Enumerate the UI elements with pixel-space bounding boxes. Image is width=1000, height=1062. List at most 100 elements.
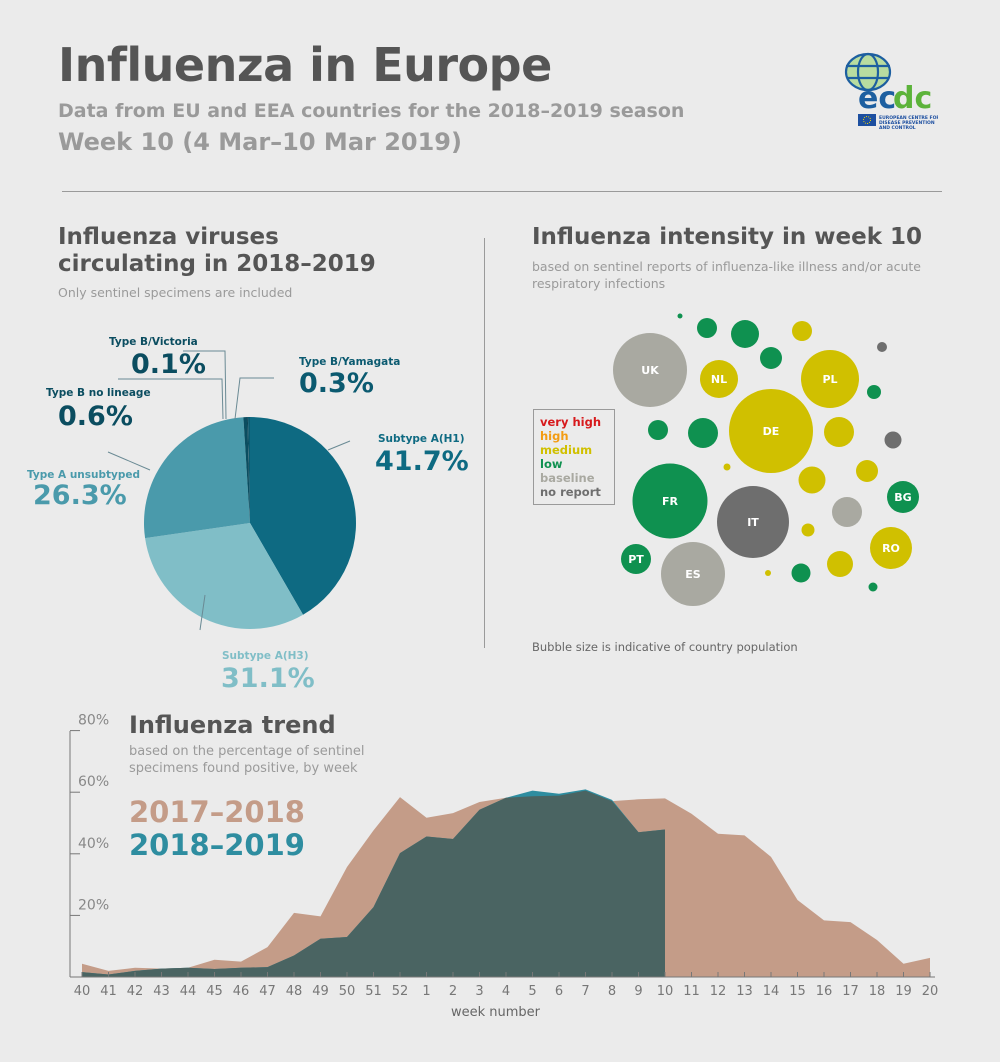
leader-line <box>107 451 151 471</box>
x-tick-label: 16 <box>816 984 833 999</box>
bubble-circle <box>723 463 731 471</box>
bubble-fr: FR <box>632 463 708 539</box>
bubble-circle <box>887 481 919 513</box>
x-tick-label: 48 <box>286 984 303 999</box>
trend-chart: 20%40%60%80%40 41 42 43 44 45 46 47 48 49 50 51 52 1 2… <box>69 713 939 999</box>
bubble-lu: LU <box>723 463 731 471</box>
x-tick-label: 43 <box>153 984 170 999</box>
bubble-is: IS <box>677 313 683 319</box>
header-divider <box>62 191 942 192</box>
bubble-circle <box>827 551 853 577</box>
bubble-de: DE <box>729 389 813 473</box>
value-h3: 31.1% <box>221 663 315 694</box>
legend-high: high <box>540 429 569 443</box>
pie-slice-2 <box>144 417 250 539</box>
bubble-circle <box>856 460 878 482</box>
country-label: DE <box>763 425 780 438</box>
x-tick-label: 12 <box>710 984 727 999</box>
bubble-se: SE <box>731 320 759 348</box>
bubble-cy: CY <box>868 582 878 592</box>
page-subtitle: Data from EU and EEA countries for the 2… <box>58 100 685 122</box>
x-tick-label: 20 <box>922 984 939 999</box>
pie-title: Influenza viruses circulating in 2018–20… <box>58 224 376 277</box>
bubble-circle <box>760 347 782 369</box>
y-tick-label: 40% <box>78 836 109 852</box>
bubble-circle <box>731 320 759 348</box>
country-label: PL <box>822 373 837 386</box>
x-tick-label: 2 <box>449 984 457 999</box>
value-h1: 41.7% <box>375 446 469 477</box>
x-tick-label: 3 <box>475 984 483 999</box>
bubble-footnote: Bubble size is indicative of country pop… <box>532 640 798 654</box>
legend-low: low <box>540 457 563 471</box>
label-victoria: Type B/Victoria <box>109 336 198 348</box>
bubble-pl: PL <box>801 350 859 408</box>
bubble-circle <box>867 385 881 399</box>
x-tick-label: 47 <box>259 984 276 999</box>
bubble-circle <box>700 360 738 398</box>
bubble-ie: IE <box>648 420 668 440</box>
bubble-circle <box>791 563 811 583</box>
bubble-circle <box>648 420 668 440</box>
svg-text:EUROPEAN CENTRE FOR: EUROPEAN CENTRE FOR <box>879 115 938 121</box>
legend-2017-2018: 2017–2018 <box>129 795 305 829</box>
pie-subtitle: Only sentinel specimens are included <box>58 285 293 300</box>
bubble-circle <box>877 342 887 352</box>
x-tick-label: 5 <box>528 984 536 999</box>
country-label: FR <box>662 495 679 508</box>
trend-title: Influenza trend <box>129 711 336 739</box>
bubble-no: NO <box>697 318 717 338</box>
x-tick-label: 9 <box>634 984 642 999</box>
leader-line <box>327 440 351 451</box>
logo-text: ec <box>858 81 896 116</box>
ecdc-logo: ec dc EUROPEAN CENTRE FOR DISEASE PREVEN… <box>838 50 940 131</box>
globe-icon: ec dc EUROPEAN CENTRE FOR DISEASE PREVEN… <box>844 52 940 131</box>
value-unsubtyped: 26.3% <box>33 480 127 511</box>
bubble-uk: UK <box>613 333 687 407</box>
bubble-circle <box>824 417 854 447</box>
bubble-ro: RO <box>870 527 912 569</box>
x-tick-label: 6 <box>555 984 563 999</box>
y-tick-label: 20% <box>78 897 109 913</box>
bubble-mt: MT <box>765 570 771 576</box>
bubble-at: AT <box>798 466 826 494</box>
x-tick-label: 8 <box>608 984 616 999</box>
bubble-circle <box>792 321 812 341</box>
bubble-hr: HR <box>791 563 811 583</box>
x-tick-label: 45 <box>206 984 223 999</box>
x-tick-label: 14 <box>763 984 780 999</box>
pie-slice-1 <box>145 523 304 629</box>
bubble-circle <box>868 582 878 592</box>
section-divider <box>484 238 485 648</box>
country-label: NL <box>711 373 727 386</box>
bubble-circle <box>765 570 771 576</box>
svg-text:DISEASE PREVENTION: DISEASE PREVENTION <box>879 120 935 126</box>
legend-no-report: no report <box>540 485 601 499</box>
bubble-sk: SK <box>856 460 878 482</box>
bubble-circle <box>717 486 789 558</box>
bubble-circle <box>801 350 859 408</box>
pie-slice-4 <box>247 417 250 523</box>
legend-very-high: very high <box>540 415 602 429</box>
area-overlap <box>82 790 665 977</box>
bubble-circle <box>677 313 683 319</box>
x-tick-label: 50 <box>339 984 356 999</box>
bubble-dk: DK <box>760 347 782 369</box>
country-label: BG <box>894 491 911 504</box>
x-tick-label: 18 <box>869 984 886 999</box>
bubble-circle <box>832 497 862 527</box>
bubble-circle <box>801 523 815 537</box>
x-tick-label: 49 <box>312 984 329 999</box>
pie-slice-3 <box>243 417 250 523</box>
y-tick-label: 80% <box>78 713 109 729</box>
bubble-circle <box>729 389 813 473</box>
bubble-circle <box>621 544 651 574</box>
x-tick-label: 7 <box>581 984 589 999</box>
bubble-bg: BG <box>887 481 919 513</box>
bubble-es: ES <box>661 542 725 606</box>
x-tick-label: 17 <box>842 984 859 999</box>
x-tick-label: 52 <box>392 984 409 999</box>
bubble-si: SI <box>801 523 815 537</box>
pie-slice-5 <box>248 417 250 523</box>
bubble-circle <box>884 431 902 449</box>
